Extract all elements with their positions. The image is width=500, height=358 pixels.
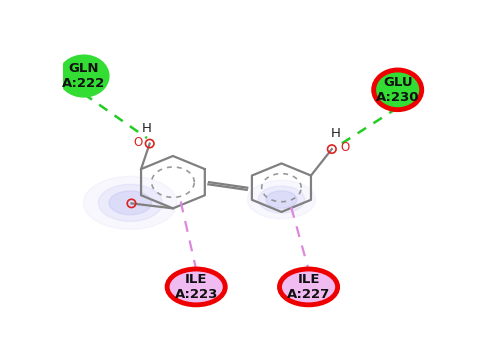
Text: O: O [134,136,142,149]
Ellipse shape [84,176,177,229]
Text: H: H [142,122,152,135]
Ellipse shape [280,269,338,305]
Ellipse shape [266,191,297,208]
Ellipse shape [60,56,108,96]
Text: ILE
A:223: ILE A:223 [174,273,218,301]
Ellipse shape [258,186,304,213]
Ellipse shape [374,70,422,110]
Text: GLN
A:222: GLN A:222 [62,62,106,90]
Ellipse shape [109,191,152,215]
Ellipse shape [98,184,162,221]
Text: H: H [331,127,340,140]
Text: O: O [340,141,349,154]
Text: GLU
A:230: GLU A:230 [376,76,420,104]
Ellipse shape [167,269,225,305]
Text: ILE
A:227: ILE A:227 [287,273,330,301]
Ellipse shape [248,180,316,219]
